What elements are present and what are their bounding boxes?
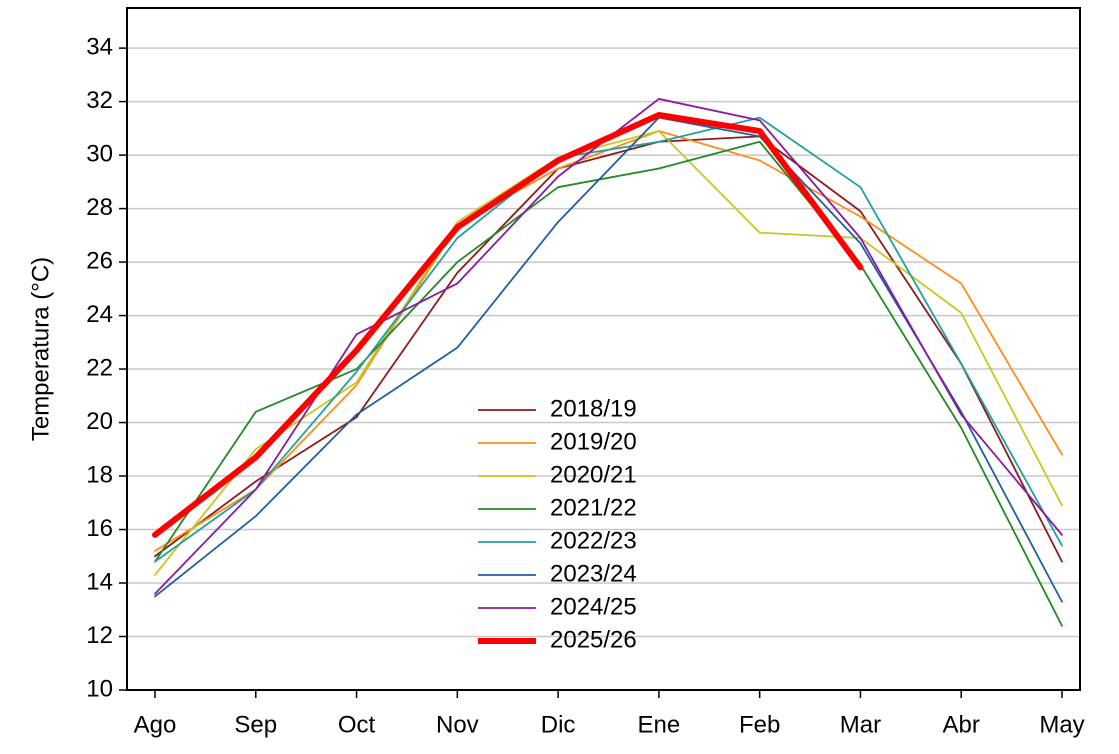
x-tick-label: Sep (234, 711, 277, 738)
legend-label: 2023/24 (550, 560, 637, 587)
y-tick-label: 34 (86, 33, 113, 60)
y-tick-label: 12 (86, 622, 113, 649)
x-tick-label: Abr (943, 711, 980, 738)
plot-frame (126, 7, 1081, 691)
y-tick-label: 16 (86, 515, 113, 542)
y-tick-label: 20 (86, 408, 113, 435)
legend-label: 2022/23 (550, 527, 637, 554)
y-axis-label: Temperatura (°C) (27, 257, 54, 441)
x-tick-label: Ago (134, 711, 177, 738)
series-line (154, 135, 1063, 563)
legend-label: 2025/26 (550, 626, 637, 653)
x-tick-label: Mar (840, 711, 881, 738)
y-tick-label: 28 (86, 194, 113, 221)
y-tick-label: 24 (86, 301, 113, 328)
y-tick-label: 26 (86, 247, 113, 274)
series-line (154, 116, 1063, 563)
legend-label: 2024/25 (550, 593, 637, 620)
x-tick-label: Ene (638, 711, 681, 738)
x-tick-label: Nov (436, 711, 479, 738)
legend-label: 2018/19 (550, 395, 637, 422)
x-tick-label: Oct (338, 711, 376, 738)
y-tick-label: 22 (86, 354, 113, 381)
y-tick-label: 18 (86, 461, 113, 488)
series-line (152, 111, 864, 538)
y-tick-label: 10 (86, 675, 113, 702)
y-tick-label: 14 (86, 568, 113, 595)
y-tick-label: 30 (86, 140, 113, 167)
x-tick-label: May (1039, 711, 1084, 738)
legend-label: 2021/22 (550, 494, 637, 521)
x-tick-label: Feb (739, 711, 780, 738)
y-tick-label: 32 (86, 87, 113, 114)
x-tick-label: Dic (541, 711, 576, 738)
series-line (154, 140, 1063, 627)
legend-label: 2020/21 (550, 461, 637, 488)
legend-label: 2019/20 (550, 428, 637, 455)
